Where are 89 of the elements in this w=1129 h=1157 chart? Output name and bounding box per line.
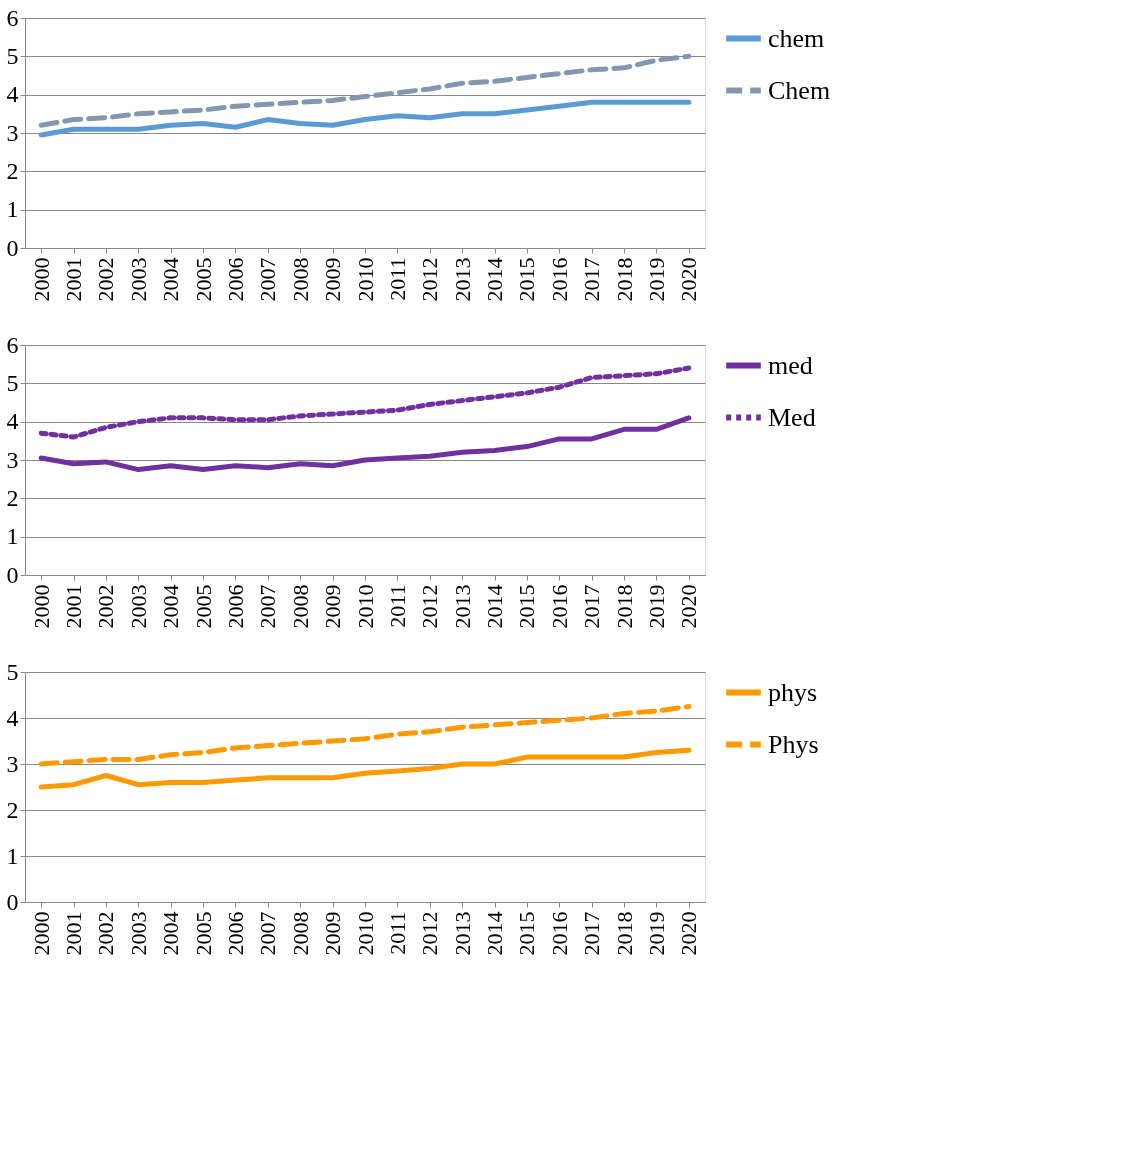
x-tick-label: 2014 <box>482 911 508 956</box>
x-tick-label: 2016 <box>546 584 572 629</box>
y-tick-label: 3 <box>6 446 19 473</box>
x-tick-label: 2014 <box>482 584 508 629</box>
y-tick-label: 6 <box>6 4 19 31</box>
x-tick-label: 2008 <box>287 257 313 302</box>
x-tick-label: 2004 <box>158 911 184 956</box>
x-tick-label: 2012 <box>417 584 443 629</box>
x-tick-label: 2007 <box>255 911 281 956</box>
x-tick-label: 2011 <box>384 911 410 955</box>
y-tick-label: 6 <box>6 331 19 358</box>
x-tick-label: 2000 <box>28 584 54 629</box>
x-tick-label: 2020 <box>676 257 702 302</box>
y-tick-label: 4 <box>6 704 19 731</box>
y-tick-label: 2 <box>6 484 19 511</box>
x-tick-label: 2005 <box>190 584 216 629</box>
x-tick-label: 2014 <box>482 257 508 302</box>
x-tick-label: 2009 <box>320 911 346 956</box>
legend-label: med <box>768 350 813 380</box>
y-tick-label: 3 <box>6 750 19 777</box>
x-tick-label: 2001 <box>61 257 87 302</box>
y-tick-label: 2 <box>6 157 19 184</box>
x-tick-label: 2015 <box>514 584 540 629</box>
x-tick-label: 2016 <box>546 257 572 302</box>
x-tick-label: 2013 <box>449 257 475 302</box>
x-tick-label: 2018 <box>611 584 637 629</box>
y-tick-label: 5 <box>6 369 19 396</box>
legend-label: phys <box>768 677 818 707</box>
x-tick-label: 2007 <box>255 584 281 629</box>
legend-label: Med <box>768 402 816 432</box>
x-tick-label: 2001 <box>61 911 87 956</box>
y-tick-label: 1 <box>6 523 19 550</box>
x-tick-label: 2011 <box>384 584 410 628</box>
x-tick-label: 2013 <box>449 911 475 956</box>
y-tick-label: 0 <box>6 888 19 915</box>
x-tick-label: 2020 <box>676 911 702 956</box>
y-tick-label: 3 <box>6 119 19 146</box>
x-tick-label: 2003 <box>125 257 151 302</box>
x-tick-label: 2006 <box>222 911 248 956</box>
x-tick-label: 2019 <box>643 257 669 302</box>
x-tick-label: 2010 <box>352 911 378 956</box>
x-tick-label: 2001 <box>61 584 87 629</box>
x-tick-label: 2002 <box>93 584 119 629</box>
x-tick-label: 2002 <box>93 257 119 302</box>
y-tick-label: 5 <box>6 42 19 69</box>
x-tick-label: 2005 <box>190 257 216 302</box>
x-tick-label: 2007 <box>255 257 281 302</box>
y-tick-label: 0 <box>6 561 19 588</box>
x-tick-label: 2019 <box>643 911 669 956</box>
x-tick-label: 2009 <box>320 584 346 629</box>
legend-label: chem <box>768 23 825 53</box>
x-tick-label: 2006 <box>222 584 248 629</box>
x-tick-label: 2003 <box>125 584 151 629</box>
x-tick-label: 2012 <box>417 911 443 956</box>
y-tick-label: 4 <box>6 408 19 435</box>
x-tick-label: 2017 <box>579 911 605 956</box>
x-tick-label: 2008 <box>287 584 313 629</box>
x-tick-label: 2000 <box>28 911 54 956</box>
x-tick-label: 2015 <box>514 911 540 956</box>
x-tick-label: 2019 <box>643 584 669 629</box>
x-tick-label: 2006 <box>222 257 248 302</box>
x-tick-label: 2017 <box>579 584 605 629</box>
x-tick-label: 2009 <box>320 257 346 302</box>
x-tick-label: 2008 <box>287 911 313 956</box>
y-tick-label: 4 <box>6 81 19 108</box>
y-tick-label: 5 <box>6 658 19 685</box>
y-tick-label: 1 <box>6 196 19 223</box>
x-tick-label: 2015 <box>514 257 540 302</box>
x-tick-label: 2018 <box>611 911 637 956</box>
y-tick-label: 1 <box>6 842 19 869</box>
x-tick-label: 2017 <box>579 257 605 302</box>
x-tick-label: 2010 <box>352 257 378 302</box>
x-tick-label: 2018 <box>611 257 637 302</box>
x-tick-label: 2010 <box>352 584 378 629</box>
y-tick-label: 2 <box>6 796 19 823</box>
y-tick-label: 0 <box>6 234 19 261</box>
x-tick-label: 2002 <box>93 911 119 956</box>
x-tick-label: 2016 <box>546 911 572 956</box>
x-tick-label: 2004 <box>158 257 184 302</box>
x-tick-label: 2020 <box>676 584 702 629</box>
x-tick-label: 2000 <box>28 257 54 302</box>
x-tick-label: 2004 <box>158 584 184 629</box>
legend-label: Phys <box>768 729 819 759</box>
legend-label: Chem <box>768 75 831 105</box>
x-tick-label: 2005 <box>190 911 216 956</box>
x-tick-label: 2003 <box>125 911 151 956</box>
x-tick-label: 2011 <box>384 257 410 301</box>
x-tick-label: 2013 <box>449 584 475 629</box>
x-tick-label: 2012 <box>417 257 443 302</box>
